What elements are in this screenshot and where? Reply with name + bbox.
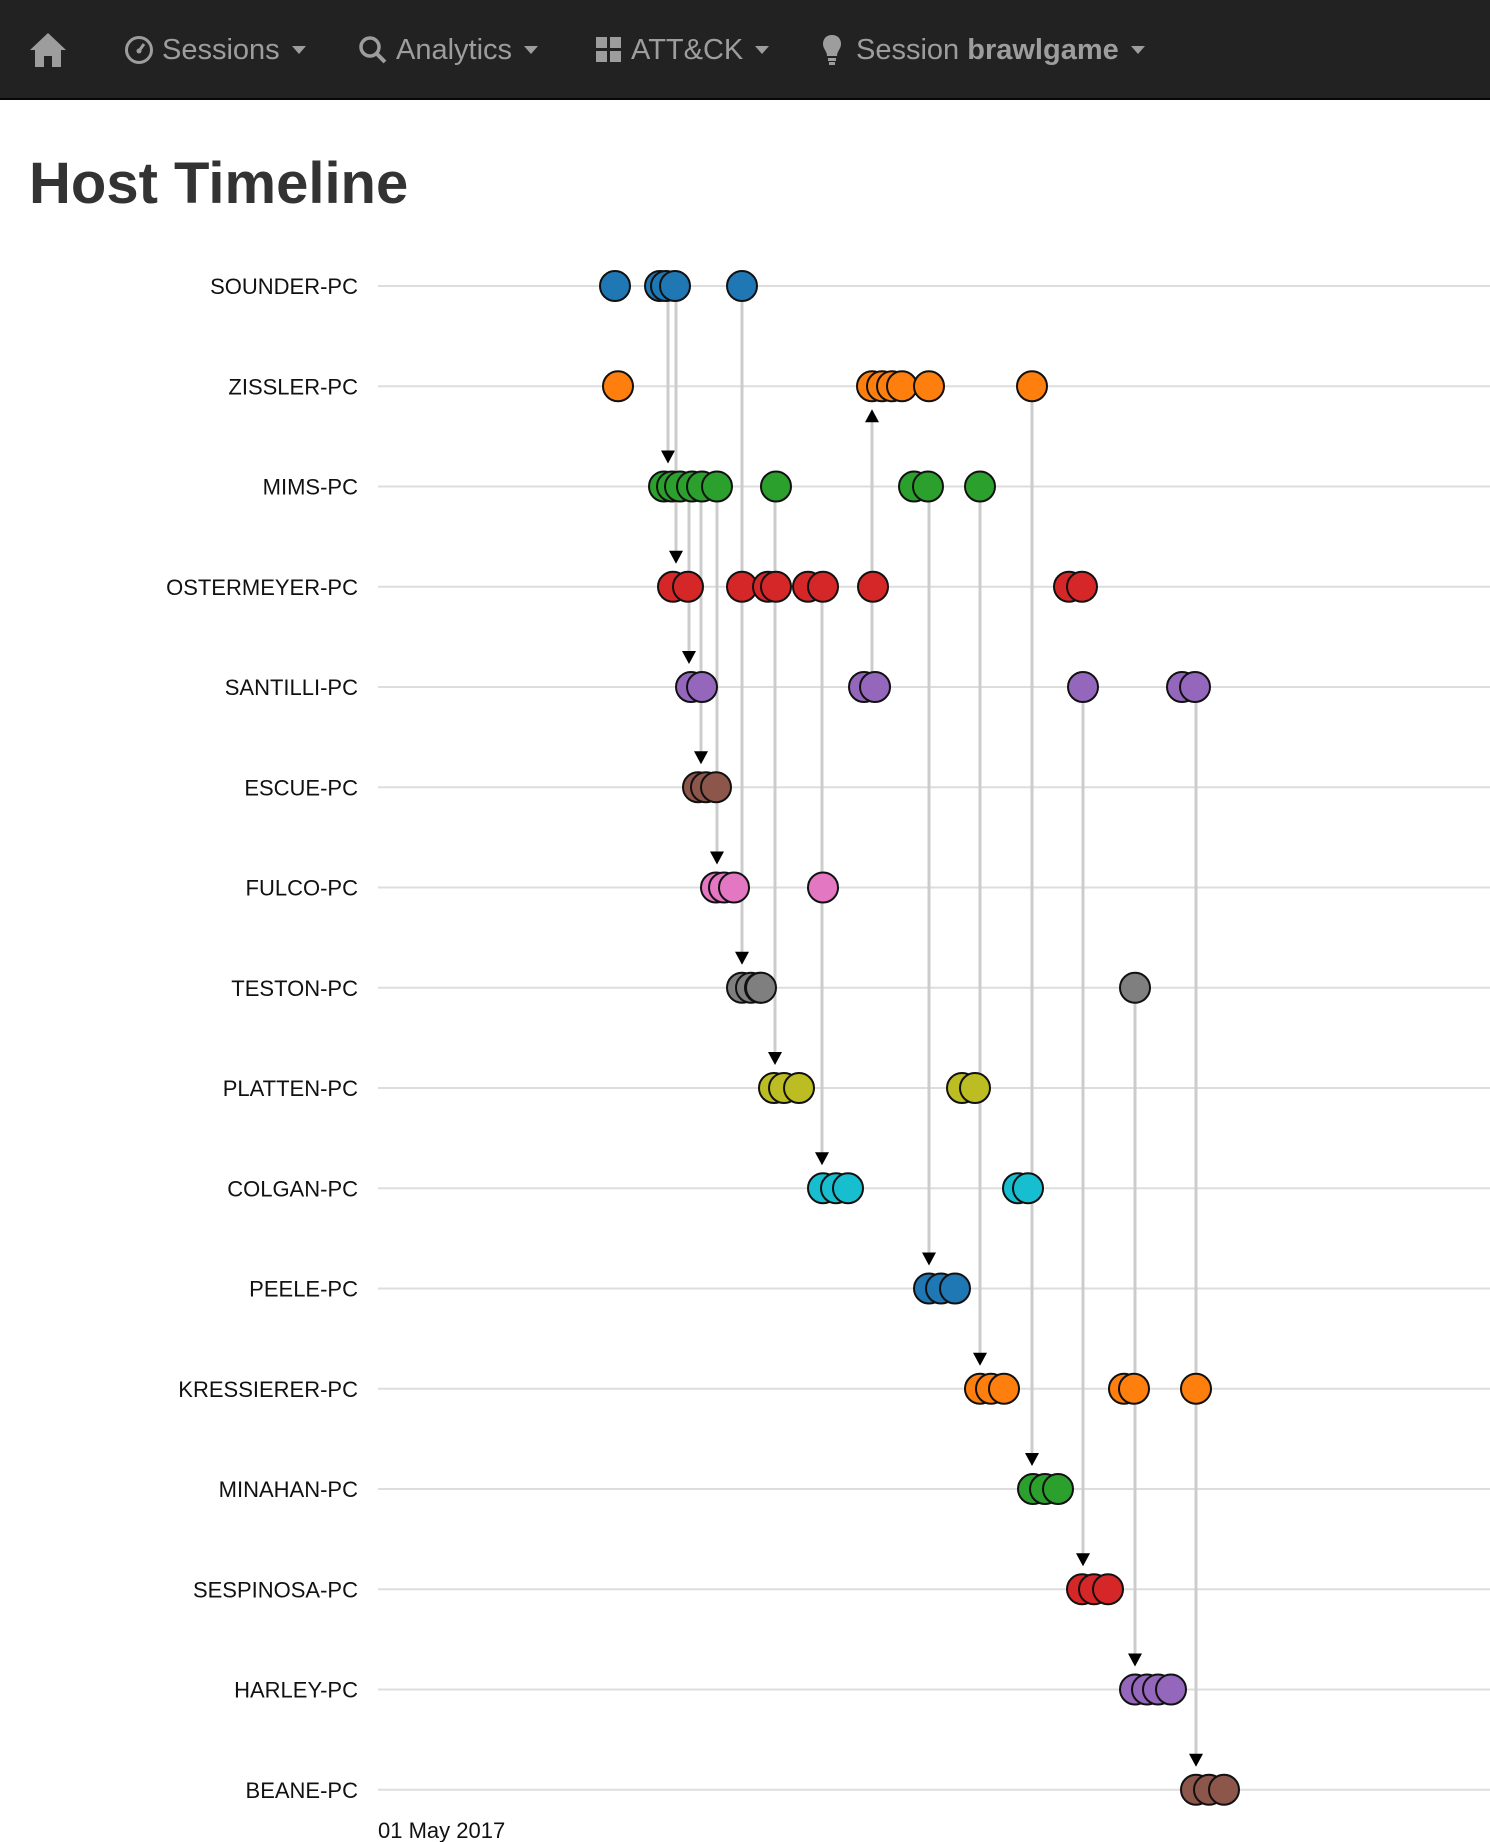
host-label: PEELE-PC [249,1277,358,1302]
chevron-down-icon [291,46,306,54]
event-dot[interactable] [913,370,945,403]
host-label: MINAHAN-PC [219,1477,358,1502]
event-dot[interactable] [1179,671,1211,703]
date-axis-label: 01 May 2017 [378,1818,505,1842]
event-dot[interactable] [1155,1673,1187,1706]
event-dot[interactable] [912,470,944,503]
event-dot[interactable] [1066,570,1098,603]
host-label: ESCUE-PC [244,775,358,800]
chevron-down-icon [755,46,770,54]
host-label: OSTERMEYER-PC [166,575,358,600]
event-dot[interactable] [1118,1372,1150,1405]
host-label: COLGAN-PC [227,1176,358,1201]
event-dot[interactable] [745,971,777,1004]
home-icon [28,31,68,69]
event-dot[interactable] [659,270,691,302]
arrowhead [682,651,696,664]
nav-sessions[interactable]: Sessions [124,0,306,100]
event-dot[interactable] [857,570,889,603]
host-label: FULCO-PC [246,876,359,901]
chevron-down-icon [524,46,539,54]
event-dot[interactable] [964,470,996,503]
event-dot[interactable] [672,570,704,603]
event-dot[interactable] [939,1272,971,1305]
event-dot[interactable] [726,270,758,302]
arrowhead [865,409,879,423]
nav-session-label-prefix: Session [856,33,960,66]
lightbulb-icon [822,34,842,66]
event-dot[interactable] [783,1072,815,1104]
arrowhead [815,1152,829,1166]
event-dot[interactable] [718,871,750,904]
event-dot[interactable] [1180,1372,1212,1405]
chevron-down-icon [1130,46,1145,54]
arrowhead [661,450,675,464]
grid-icon [595,36,623,64]
arrowhead [768,1052,782,1065]
nav-attack-label: ATT&CK [631,33,744,66]
host-label: BEANE-PC [246,1778,359,1803]
navbar: Sessions Analytics ATT&CK [0,0,1490,100]
arrowhead [922,1252,936,1266]
event-dot[interactable] [1119,971,1151,1004]
host-label: SANTILLI-PC [225,675,358,700]
arrowhead [1189,1753,1203,1767]
session-name: brawlgame [967,33,1119,66]
nav-home[interactable] [28,0,76,100]
event-dot[interactable] [859,671,891,703]
event-dot[interactable] [760,570,792,603]
event-dot[interactable] [599,270,631,302]
event-dot[interactable] [988,1372,1020,1405]
event-dot[interactable] [686,671,718,703]
event-dot[interactable] [959,1072,991,1104]
page-title: Host Timeline [29,151,409,216]
arrowhead [1025,1453,1039,1466]
host-label: SESPINOSA-PC [193,1577,358,1602]
event-dot[interactable] [1012,1172,1044,1205]
nav-session[interactable]: Session brawlgame [822,0,1145,100]
event-dot[interactable] [1208,1773,1240,1806]
host-label: TESTON-PC [231,976,358,1001]
event-dot[interactable] [1042,1473,1074,1505]
arrowhead [1076,1553,1090,1567]
host-label: SOUNDER-PC [210,274,358,299]
event-dot[interactable] [1092,1573,1124,1606]
nav-analytics[interactable]: Analytics [358,0,539,100]
event-dot[interactable] [1016,370,1048,403]
nav-sessions-label: Sessions [162,33,280,66]
arrowhead [710,851,724,865]
event-dot[interactable] [602,370,634,403]
arrowhead [694,751,708,765]
nav-analytics-label: Analytics [396,33,513,66]
event-dot[interactable] [1067,671,1099,703]
event-dot[interactable] [700,771,732,804]
host-label: MIMS-PC [263,475,358,500]
event-dot[interactable] [807,871,839,904]
dashboard-icon [124,35,154,65]
event-dot[interactable] [886,370,918,403]
arrowhead [735,951,749,965]
nav-attack[interactable]: ATT&CK [595,0,770,100]
host-label: HARLEY-PC [234,1678,358,1703]
event-dot[interactable] [807,570,839,603]
host-label: PLATTEN-PC [223,1076,358,1101]
event-dot[interactable] [760,470,792,503]
host-label: KRESSIERER-PC [178,1377,358,1402]
event-dot[interactable] [701,470,733,503]
arrowhead [669,550,683,564]
search-icon [358,35,388,65]
host-label: ZISSLER-PC [228,374,358,399]
arrowhead [1128,1653,1142,1667]
arrowhead [973,1352,987,1366]
event-dot[interactable] [832,1172,864,1205]
